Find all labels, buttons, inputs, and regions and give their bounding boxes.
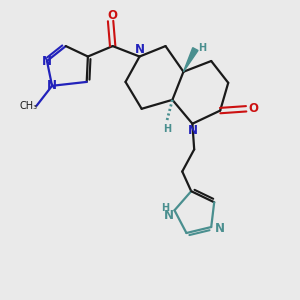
Text: N: N (214, 222, 225, 235)
Text: H: H (161, 203, 169, 213)
Text: H: H (198, 43, 206, 52)
Text: O: O (249, 102, 259, 115)
Text: N: N (42, 55, 52, 68)
Polygon shape (183, 48, 198, 72)
Text: N: N (47, 79, 57, 92)
Text: CH₃: CH₃ (19, 101, 37, 111)
Text: O: O (107, 9, 117, 22)
Text: H: H (163, 124, 171, 134)
Text: N: N (135, 44, 145, 56)
Text: N: N (188, 124, 198, 137)
Text: N: N (164, 209, 174, 222)
